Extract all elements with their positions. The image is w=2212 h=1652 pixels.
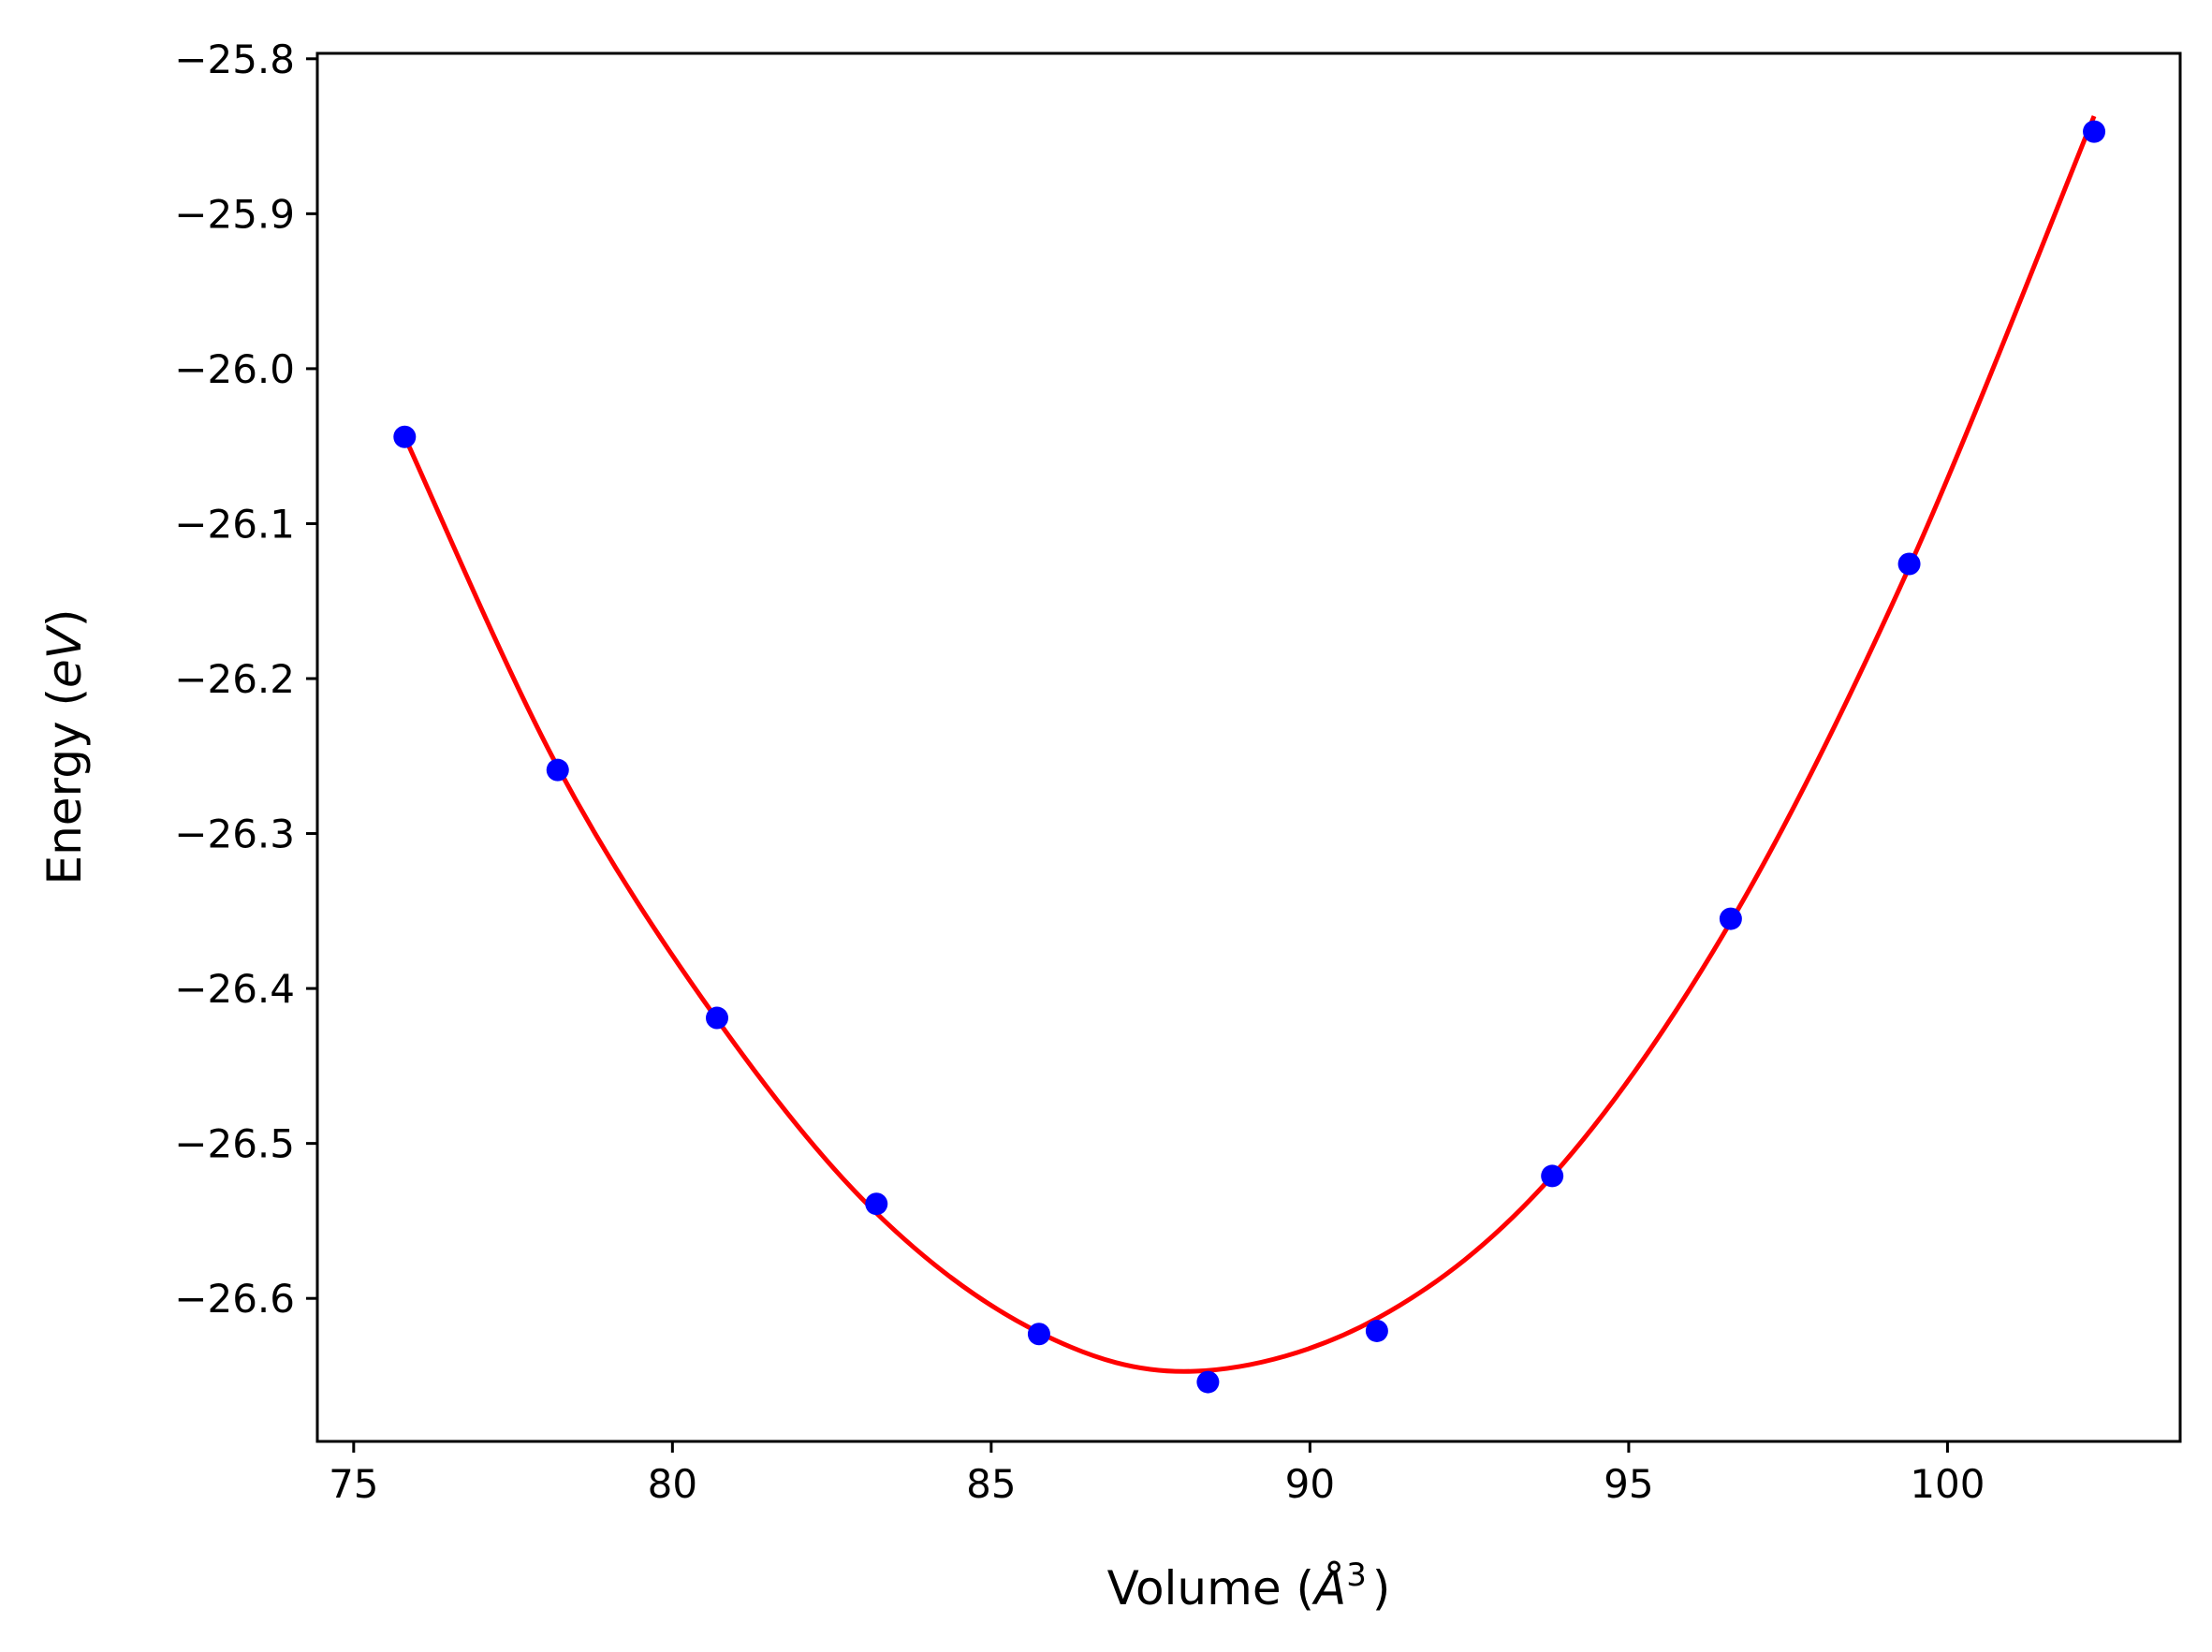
data-point (2083, 120, 2106, 143)
x-tick-label: 95 (1604, 1461, 1653, 1507)
data-point (393, 425, 417, 448)
data-point (1027, 1323, 1050, 1346)
x-tick-label: 75 (329, 1461, 378, 1507)
x-tick-label: 90 (1285, 1461, 1335, 1507)
x-axis-label: Volume (Å3) (1107, 1557, 1391, 1615)
data-point (706, 1006, 729, 1030)
data-point (865, 1192, 888, 1216)
y-tick-label: −25.9 (174, 191, 295, 237)
fit-curve-line (403, 115, 2097, 1374)
y-tick-label: −25.8 (174, 37, 295, 82)
y-tick-label: −26.4 (174, 966, 295, 1012)
y-tick-label: −26.0 (174, 346, 295, 392)
data-point (1541, 1164, 1564, 1188)
x-tick-label: 100 (1910, 1461, 1985, 1507)
y-tick-label: −26.1 (174, 501, 295, 547)
data-point (1719, 907, 1742, 930)
data-point (1365, 1319, 1388, 1342)
data-point (1897, 552, 1921, 576)
x-axis-ticks: 75 80 85 90 95 100 (329, 1441, 1985, 1507)
x-axis-label-text: Volume ( (1107, 1561, 1314, 1615)
y-tick-label: −26.3 (174, 811, 295, 857)
x-axis-label-sup: 3 (1346, 1557, 1367, 1594)
x-axis-label-close: ) (1372, 1561, 1391, 1615)
y-axis-label-text: Energy ( (37, 688, 92, 884)
y-axis-label-unit: eV (37, 623, 92, 688)
data-point (546, 758, 569, 782)
y-axis-ticks: −25.8 −25.9 −26.0 −26.1 −26.2 −26.3 −26.4 −26.5… (174, 37, 317, 1322)
plot-area (393, 115, 2106, 1394)
y-tick-label: −26.5 (174, 1121, 295, 1167)
y-tick-label: −26.2 (174, 656, 295, 702)
x-tick-label: 85 (966, 1461, 1016, 1507)
y-tick-label: −26.6 (174, 1276, 295, 1322)
y-axis-label-close: ) (37, 609, 92, 628)
data-point (1196, 1370, 1220, 1394)
x-tick-label: 80 (648, 1461, 697, 1507)
axes-frame (315, 51, 2182, 1443)
y-axis-label: Energy (eV) (37, 609, 92, 885)
x-axis-label-symbol: Å (1311, 1561, 1346, 1615)
